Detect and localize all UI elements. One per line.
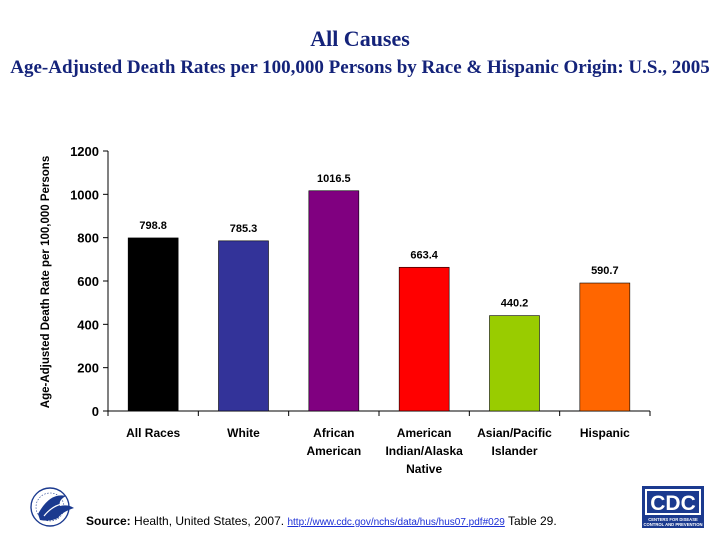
cdc-logo: CDC CENTERS FOR DISEASE CONTROL AND PREV… (640, 484, 706, 530)
x-tick-label-line: All Races (126, 426, 181, 440)
x-tick-label-5: Asian/Pacific Islander (470, 424, 560, 460)
data-label-5: 440.2 (501, 298, 529, 310)
source-link[interactable]: http://www.cdc.gov/nchs/data/hus/hus07.p… (287, 517, 505, 528)
data-label-3: 1016.5 (317, 173, 351, 185)
hhs-logo (30, 487, 74, 527)
data-label-2: 785.3 (230, 223, 258, 235)
x-tick-label-line: American (396, 426, 452, 440)
chart-subtitle: Age-Adjusted Death Rates per 100,000 Per… (10, 57, 710, 78)
x-tick-label-2: White (199, 424, 289, 442)
data-label-6: 590.7 (591, 265, 619, 277)
source-label: Source: (86, 514, 131, 528)
x-tick-label-line: Native (406, 462, 443, 476)
x-tick-label-6: Hispanic (560, 424, 650, 442)
bar-1 (127, 237, 179, 412)
cdc-tagline-1: CENTERS FOR DISEASE (648, 517, 698, 522)
bar-4 (398, 266, 450, 412)
bar-6 (579, 282, 631, 412)
table-ref: Table 29. (507, 514, 557, 528)
y-tick-label: 400 (77, 317, 99, 332)
x-tick-label-line: Indian/Alaska (385, 444, 463, 458)
source-text: Health, United States, 2007. (130, 514, 285, 528)
x-tick-label-line: Asian/Pacific (477, 426, 552, 440)
cdc-logo-text: CDC (650, 492, 696, 515)
bar-3 (308, 190, 360, 412)
y-tick-label: 1000 (70, 187, 99, 202)
chart-title: All Causes (310, 26, 410, 51)
x-tick-label-1: All Races (108, 424, 198, 442)
y-tick-label: 0 (92, 404, 99, 419)
x-tick-label-3: African American (289, 424, 379, 460)
data-label-4: 663.4 (410, 249, 438, 261)
bar-5 (489, 315, 540, 412)
y-axis-label: Age-Adjusted Death Rate per 100,000 Pers… (40, 155, 52, 409)
x-tick-label-line: White (227, 426, 260, 440)
y-tick-label: 1200 (70, 144, 99, 159)
y-tick-label: 600 (77, 274, 99, 289)
title-block: All Causes Age-Adjusted Death Rates per … (0, 26, 720, 80)
bar-2 (218, 240, 269, 412)
x-tick-label-line: American (306, 444, 362, 458)
data-label-1: 798.8 (139, 220, 167, 232)
x-tick-label-4: American Indian/Alaska Native (379, 424, 469, 478)
y-tick-label: 200 (77, 361, 99, 376)
source-footer: Source: Health, United States, 2007. htt… (86, 514, 557, 528)
x-tick-label-line: African (313, 426, 355, 440)
x-tick-label-line: Hispanic (579, 426, 630, 440)
x-tick-label-line: Islander (491, 444, 538, 458)
cdc-tagline-2: CONTROL AND PREVENTION (643, 522, 702, 527)
y-tick-label: 800 (77, 231, 99, 246)
